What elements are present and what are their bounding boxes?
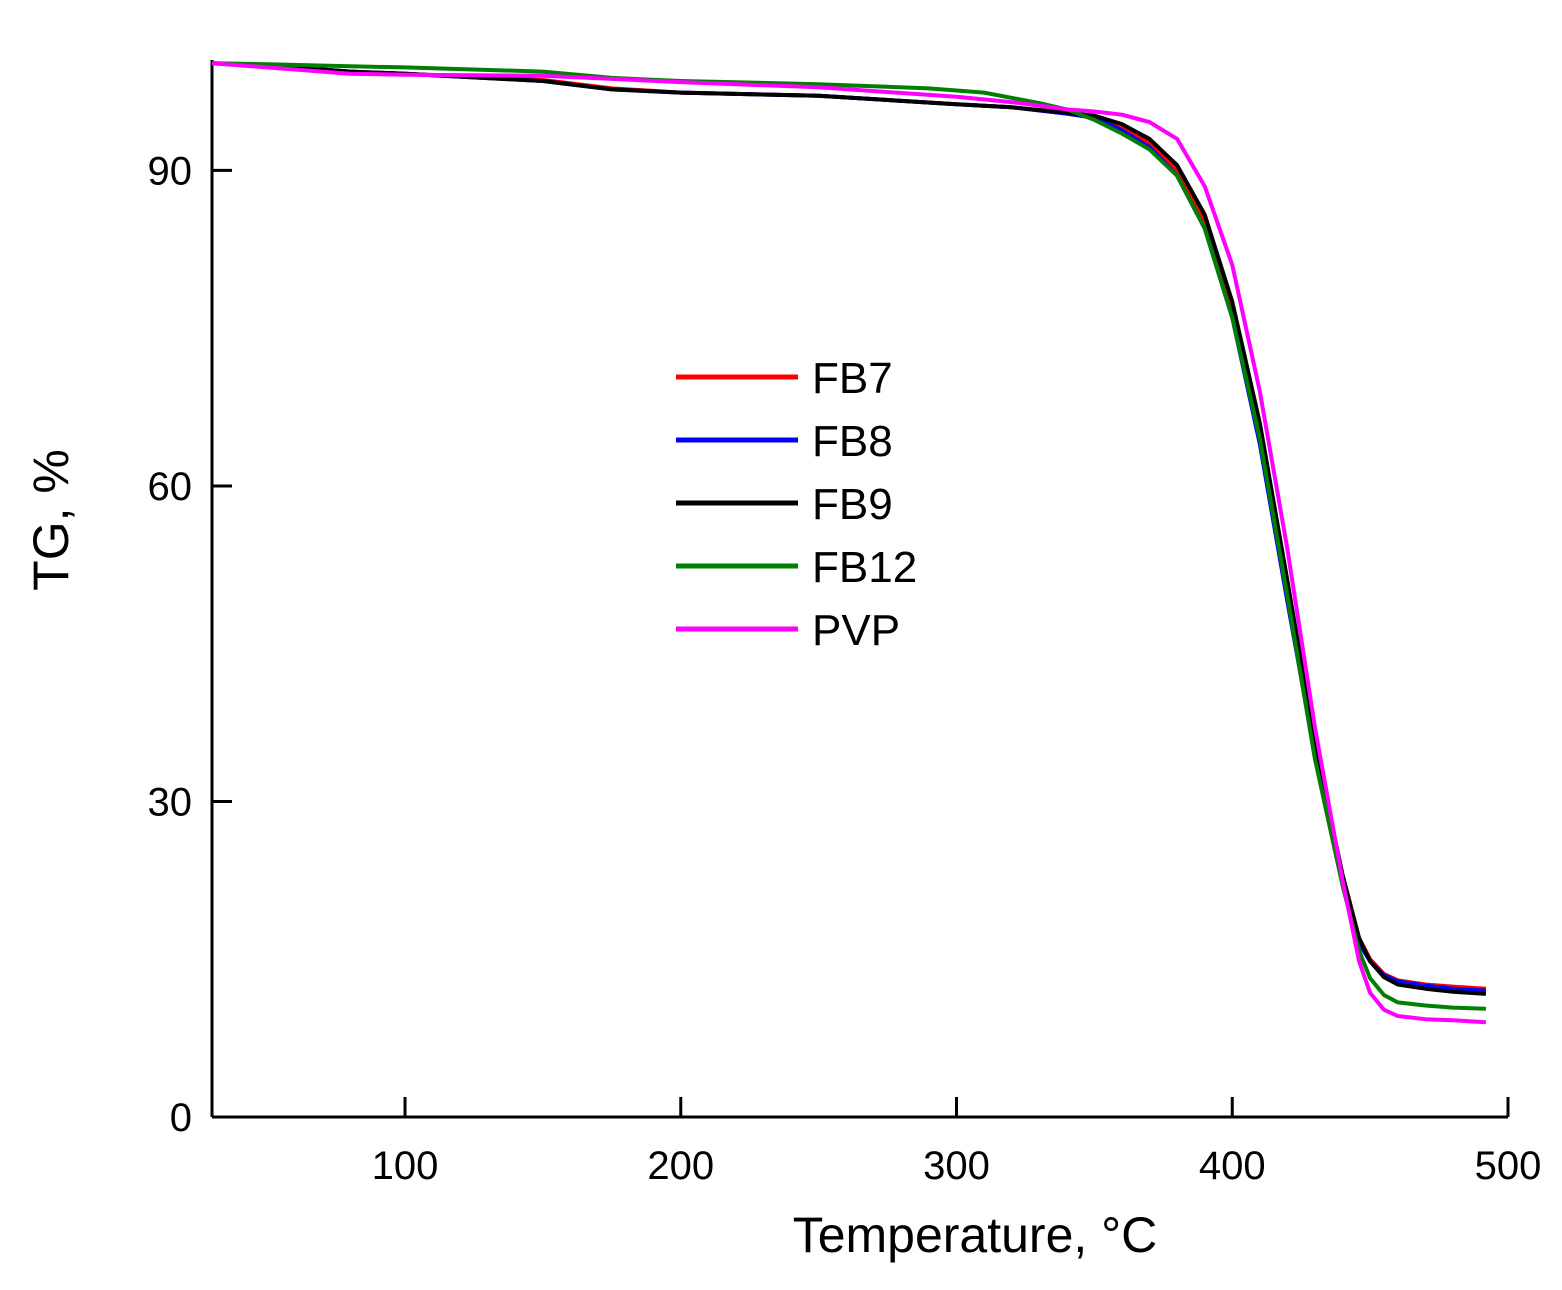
y-tick-label: 60 xyxy=(148,465,193,509)
plot-area xyxy=(210,60,1508,1119)
y-tick-label: 0 xyxy=(170,1096,192,1140)
y-tick-label: 30 xyxy=(148,780,193,824)
series-line-pvp xyxy=(211,61,1487,1025)
x-tick-label: 400 xyxy=(1199,1144,1266,1188)
legend-label-fb12: FB12 xyxy=(812,543,917,592)
series-line-fb12 xyxy=(211,61,1486,1011)
x-tick-label: 300 xyxy=(923,1144,990,1188)
legend-label-fb8: FB8 xyxy=(812,417,893,466)
x-tick-label: 500 xyxy=(1475,1144,1542,1188)
x-tick-label: 100 xyxy=(372,1144,439,1188)
legend: FB7 FB8 FB9 FB12 PVP xyxy=(676,354,917,655)
series-line-fb9 xyxy=(211,61,1487,996)
x-tick-label: 200 xyxy=(647,1144,714,1188)
legend-label-fb7: FB7 xyxy=(812,354,893,403)
x-ticks: 100 200 300 400 500 xyxy=(372,1097,1542,1188)
series-layer xyxy=(211,61,1487,1025)
legend-label-fb9: FB9 xyxy=(812,480,893,529)
y-ticks: 0 30 60 90 xyxy=(148,149,232,1140)
x-axis-title: Temperature, °C xyxy=(793,1207,1158,1263)
y-tick-label: 90 xyxy=(148,149,193,193)
legend-label-pvp: PVP xyxy=(812,606,900,655)
y-axis-title: TG, % xyxy=(23,449,79,591)
